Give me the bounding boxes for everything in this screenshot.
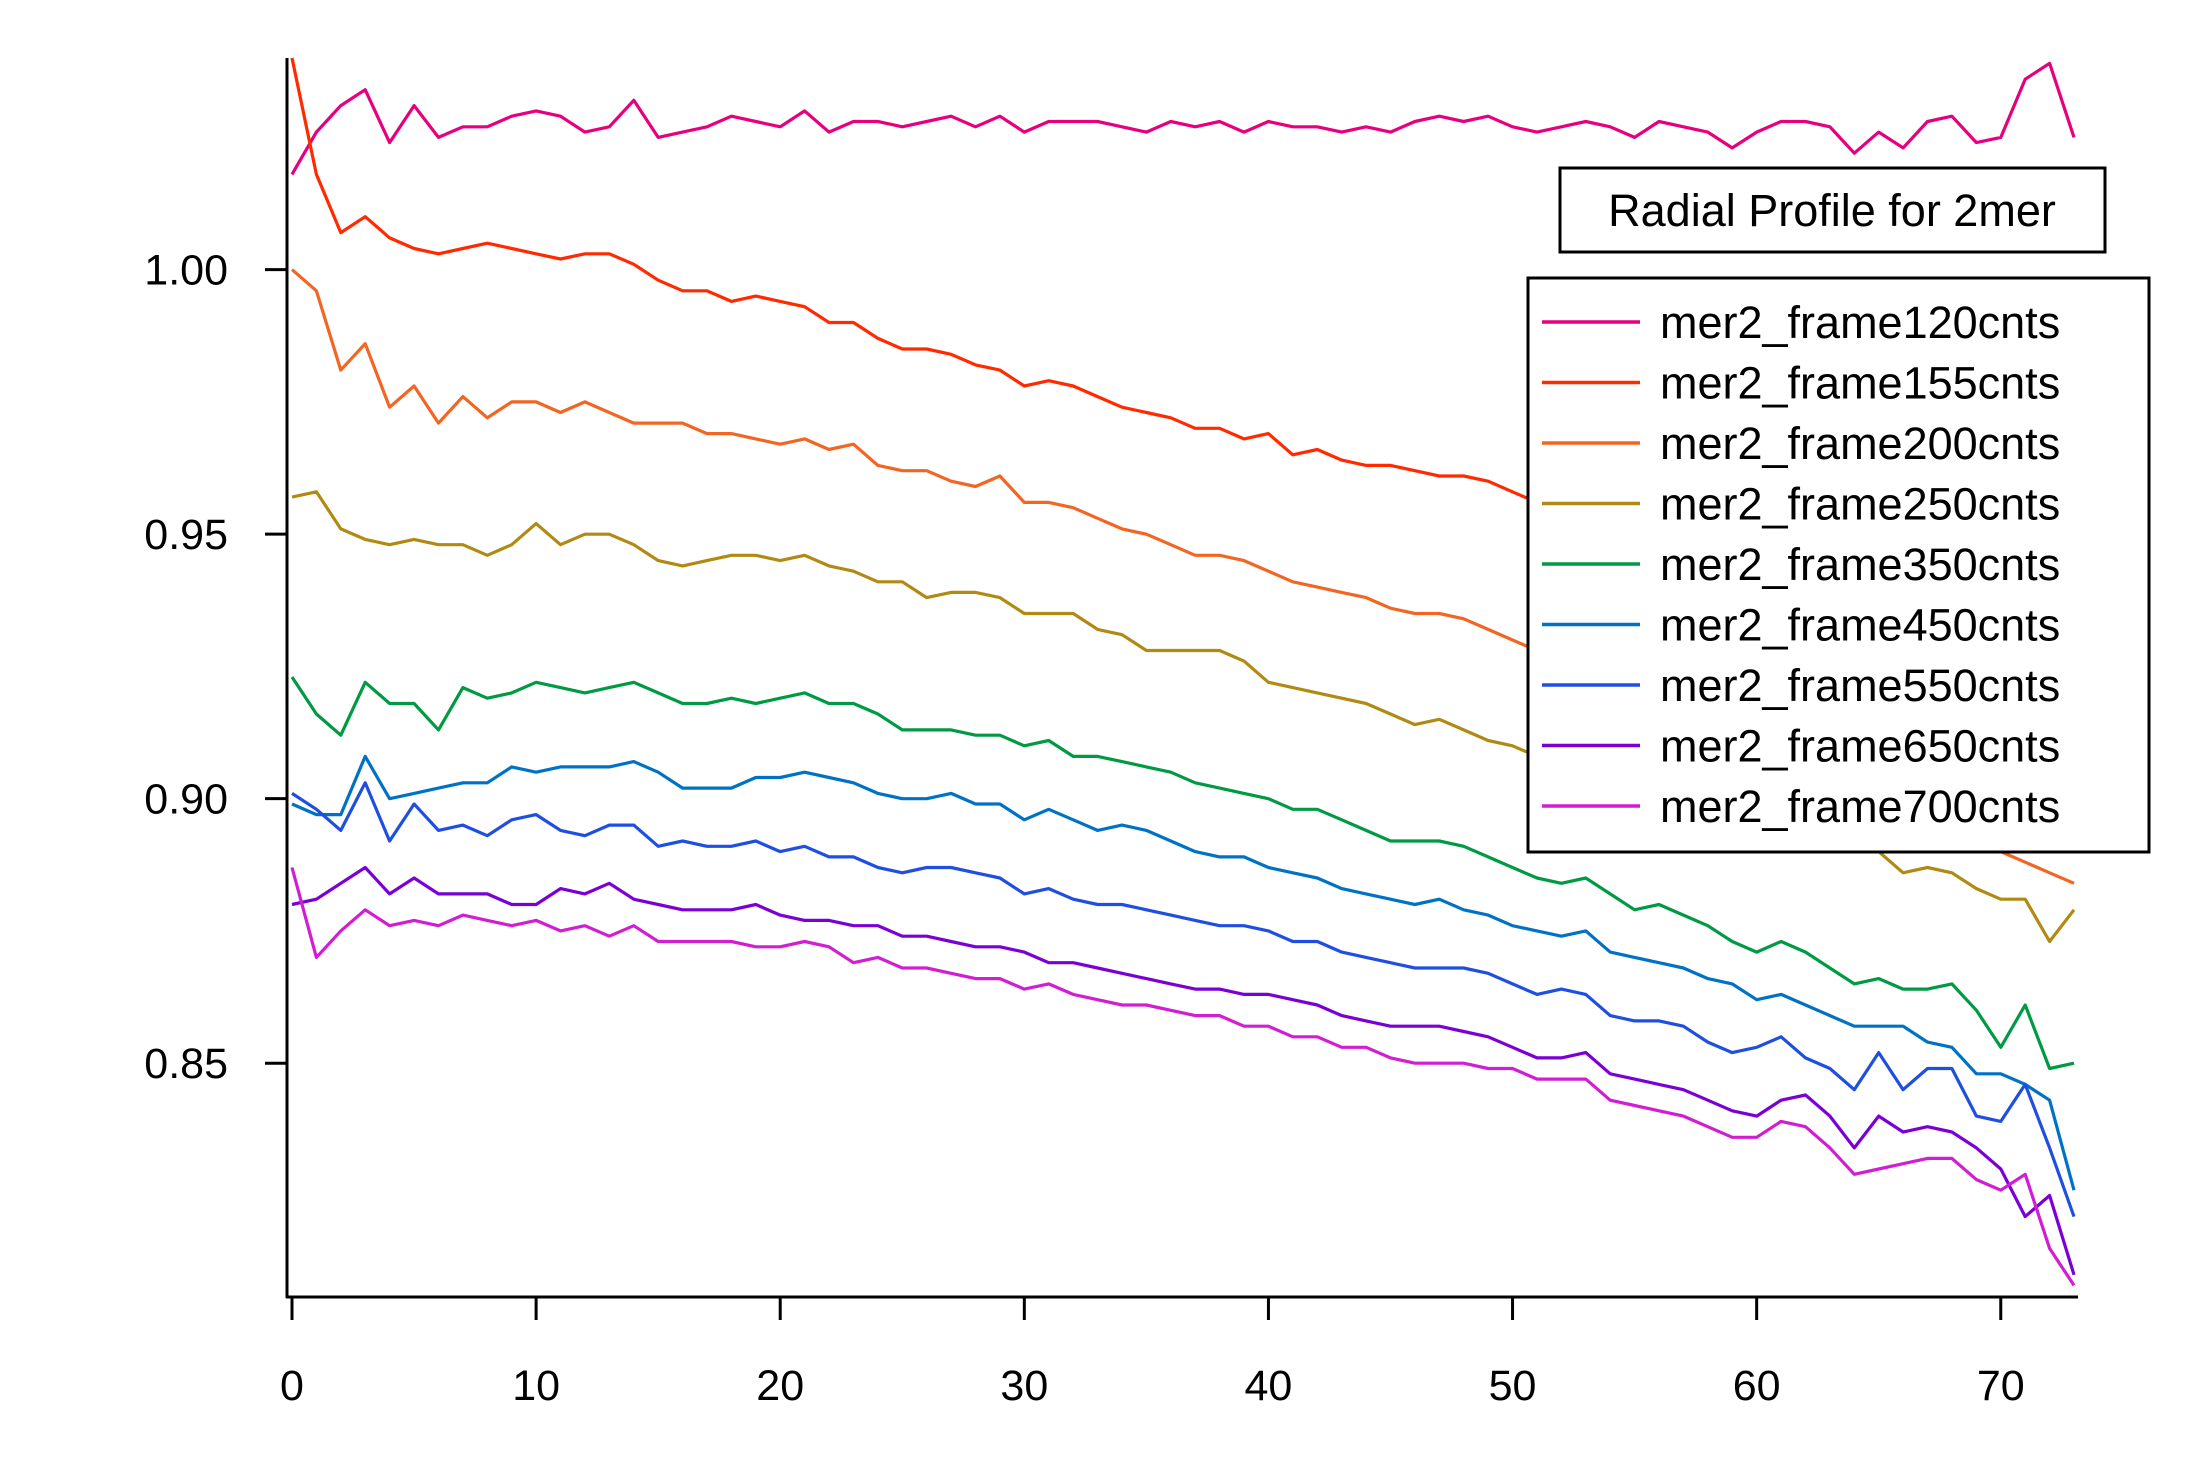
legend-entry: mer2_frame350cnts xyxy=(1542,539,2060,590)
legend-label: mer2_frame155cnts xyxy=(1660,358,2060,409)
legend-label: mer2_frame200cnts xyxy=(1660,418,2060,469)
legend-label: mer2_frame550cnts xyxy=(1660,660,2060,711)
x-tick-label: 50 xyxy=(1489,1362,1537,1410)
legend-entry: mer2_frame550cnts xyxy=(1542,660,2060,711)
series-line-mer2_frame700cnts xyxy=(290,867,2076,1287)
axes xyxy=(285,58,2078,1299)
legend-label: mer2_frame700cnts xyxy=(1660,781,2060,832)
x-tick-label: 40 xyxy=(1245,1362,1293,1410)
legend: mer2_frame120cnts mer2_frame155cnts mer2_f… xyxy=(1526,276,2151,854)
x-tick-label: 10 xyxy=(512,1362,560,1410)
y-tick-label: 0.85 xyxy=(144,1040,228,1088)
legend-label: mer2_frame250cnts xyxy=(1660,479,2060,530)
legend-label: mer2_frame350cnts xyxy=(1660,539,2060,590)
legend-label: mer2_frame650cnts xyxy=(1660,721,2060,772)
legend-entry: mer2_frame250cnts xyxy=(1542,479,2060,530)
y-tick-label: 0.95 xyxy=(144,511,228,559)
series-line-mer2_frame350cnts xyxy=(290,676,2075,1071)
x-tick-label: 20 xyxy=(756,1362,804,1410)
legend-items: mer2_frame120cnts mer2_frame155cnts mer2_f… xyxy=(1542,297,2060,832)
series-line-mer2_frame550cnts xyxy=(291,781,2076,1218)
legend-label: mer2_frame450cnts xyxy=(1660,600,2060,651)
legend-entry: mer2_frame650cnts xyxy=(1542,721,2060,772)
chart-title: Radial Profile for 2mer xyxy=(1608,185,2056,236)
legend-entry: mer2_frame200cnts xyxy=(1542,418,2060,469)
x-tick-label: 70 xyxy=(1977,1362,2025,1410)
legend-entry: mer2_frame155cnts xyxy=(1542,358,2060,409)
legend-entry: mer2_frame450cnts xyxy=(1542,600,2060,651)
y-ticks: 0.85 0.90 0.95 1.00 xyxy=(144,247,287,1088)
legend-box xyxy=(1526,276,2151,854)
series-line-mer2_frame650cnts xyxy=(291,865,2076,1276)
legend-label: mer2_frame120cnts xyxy=(1660,297,2060,348)
x-tick-label: 60 xyxy=(1733,1362,1781,1410)
x-tick-label: 0 xyxy=(280,1362,304,1410)
legend-entry: mer2_frame700cnts xyxy=(1542,781,2060,832)
y-tick-label: 1.00 xyxy=(144,247,228,295)
series-layer xyxy=(290,57,2076,1287)
chart-title-box: Radial Profile for 2mer xyxy=(1558,166,2107,254)
y-tick-label: 0.90 xyxy=(144,776,228,824)
x-ticks: 0 10 20 30 40 50 60 70 xyxy=(280,1297,2025,1410)
series-line-mer2_frame450cnts xyxy=(291,754,2076,1191)
series-line-mer2_frame120cnts xyxy=(290,61,2076,176)
legend-entry: mer2_frame120cnts xyxy=(1542,297,2060,348)
x-tick-label: 30 xyxy=(1000,1362,1048,1410)
